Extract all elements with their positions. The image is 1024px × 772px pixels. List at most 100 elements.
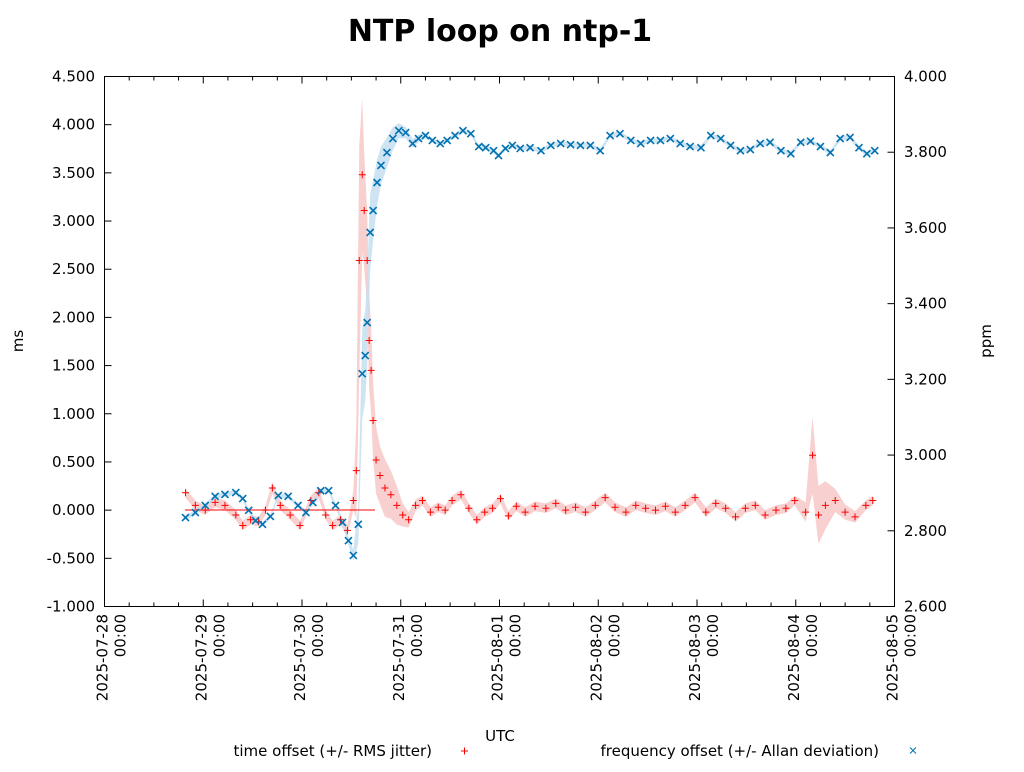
offset-point: [504, 512, 512, 520]
offset-point: [712, 499, 720, 507]
offset-point: [591, 501, 599, 509]
frequency-point: [716, 134, 725, 143]
offset-point: [369, 417, 377, 425]
frequency-point: [181, 513, 190, 522]
offset-point: [221, 501, 229, 509]
frequency-point: [546, 141, 555, 150]
offset-point: [521, 508, 529, 516]
frequency-point: [201, 501, 210, 510]
y-tick-label: 2.000: [52, 308, 95, 326]
frequency-point: [421, 131, 430, 140]
offset-point: [268, 484, 276, 492]
frequency-point: [766, 138, 775, 147]
frequency-point: [516, 144, 525, 153]
offset-point: [652, 506, 660, 514]
offset-point: [181, 489, 189, 497]
frequency-point: [436, 139, 445, 148]
offset-point: [276, 501, 284, 509]
frequency-point: [854, 143, 864, 152]
frequency-point: [372, 178, 382, 187]
y2-tick-label: 4.000: [904, 68, 947, 86]
offset-point: [418, 497, 426, 504]
offset-point: [489, 504, 497, 512]
frequency-point: [494, 151, 503, 160]
frequency-point: [536, 146, 546, 155]
offset-point: [741, 504, 749, 512]
frequency-point: [736, 146, 745, 155]
frequency-point: [836, 134, 845, 143]
frequency-point: [414, 134, 423, 143]
frequency-point: [401, 128, 410, 137]
x-tick-label: 2025-07-3100:00: [390, 614, 426, 701]
frequency-point: [458, 126, 468, 135]
frequency-point: [646, 136, 655, 145]
offset-point: [434, 503, 442, 511]
legend-label-frequency: frequency offset (+/- Allan deviation): [601, 742, 880, 760]
y-tick-label: 3.500: [52, 164, 95, 182]
offset-point: [349, 497, 357, 504]
y2-tick-label: 3.000: [904, 446, 947, 464]
y-tick-label: 4.500: [52, 68, 95, 86]
frequency-point: [726, 141, 735, 150]
frequency-point: [816, 142, 825, 151]
frequency-point: [244, 506, 253, 515]
offset-point: [722, 504, 730, 512]
frequency-point: [361, 351, 370, 360]
frequency-point: [556, 139, 565, 148]
offset-point: [691, 494, 699, 502]
frequency-error-band: [185, 123, 875, 562]
frequency-point: [845, 133, 855, 142]
frequency-point: [862, 149, 871, 158]
offset-point: [702, 508, 710, 516]
frequency-point: [376, 161, 386, 170]
frequency-point: [576, 141, 585, 150]
y2-tick-label: 2.800: [904, 522, 947, 540]
frequency-point: [388, 134, 397, 143]
frequency-point: [358, 369, 367, 378]
frequency-point: [666, 134, 675, 143]
frequency-point: [776, 146, 786, 155]
offset-point: [772, 506, 780, 514]
offset-error-band: [185, 97, 873, 544]
y-tick-label: 1.500: [52, 357, 95, 375]
frequency-point: [481, 143, 490, 152]
offset-point: [360, 206, 368, 214]
frequency-point: [331, 501, 340, 510]
frequency-point: [450, 131, 460, 140]
frequency-point: [676, 139, 685, 148]
legend-plus-marker: [461, 747, 468, 755]
offset-point: [329, 522, 337, 530]
frequency-point: [220, 490, 230, 499]
y-tick-label: 2.500: [52, 260, 95, 278]
offset-point: [355, 257, 363, 265]
x-tick-label: 2025-08-0500:00: [884, 614, 920, 701]
frequency-point: [443, 136, 452, 145]
y-tick-label: -0.500: [47, 549, 95, 567]
offset-point: [322, 511, 330, 519]
legend-cross-marker: [909, 747, 917, 754]
frequency-point: [796, 138, 805, 147]
y-tick-label: 0.000: [52, 501, 95, 519]
offset-point: [343, 526, 351, 534]
frequency-point: [231, 488, 240, 497]
offset-point: [841, 508, 849, 516]
offset-point: [622, 508, 630, 516]
frequency-point: [656, 136, 665, 145]
y2-tick-label: 3.600: [904, 219, 947, 237]
frequency-point: [324, 486, 333, 495]
offset-point: [642, 504, 650, 512]
offset-point: [611, 503, 619, 511]
offset-point: [399, 511, 407, 519]
offset-point: [457, 491, 465, 499]
y2-tick-label: 2.600: [904, 598, 947, 616]
frequency-point: [756, 139, 765, 148]
offset-point: [448, 497, 456, 504]
y2-axis-label: ppm: [977, 324, 995, 358]
y-tick-label: 0.500: [52, 453, 95, 471]
offset-point: [387, 491, 395, 499]
x-axis-label: UTC: [485, 727, 515, 745]
frequency-point: [349, 551, 358, 560]
offset-point: [261, 506, 269, 514]
frequency-point: [354, 520, 363, 529]
